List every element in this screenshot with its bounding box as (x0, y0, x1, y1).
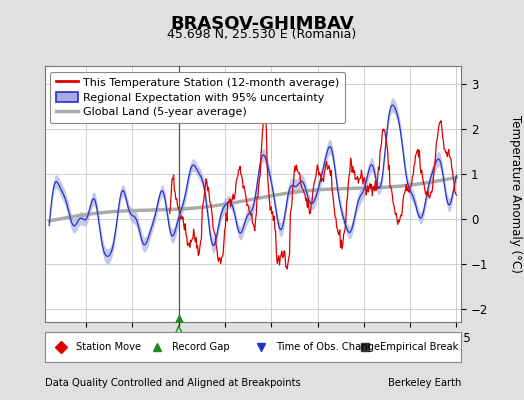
Text: 45.698 N, 25.530 E (Romania): 45.698 N, 25.530 E (Romania) (167, 28, 357, 41)
Text: Record Gap: Record Gap (171, 342, 229, 352)
Text: Station Move: Station Move (76, 342, 141, 352)
Legend: This Temperature Station (12-month average), Regional Expectation with 95% uncer: This Temperature Station (12-month avera… (50, 72, 345, 123)
Text: Empirical Break: Empirical Break (380, 342, 458, 352)
Text: BRASOV-GHIMBAV: BRASOV-GHIMBAV (170, 15, 354, 33)
Text: Time of Obs. Change: Time of Obs. Change (276, 342, 380, 352)
Y-axis label: Temperature Anomaly (°C): Temperature Anomaly (°C) (509, 115, 522, 273)
Text: Data Quality Controlled and Aligned at Breakpoints: Data Quality Controlled and Aligned at B… (45, 378, 300, 388)
Text: Berkeley Earth: Berkeley Earth (388, 378, 461, 388)
